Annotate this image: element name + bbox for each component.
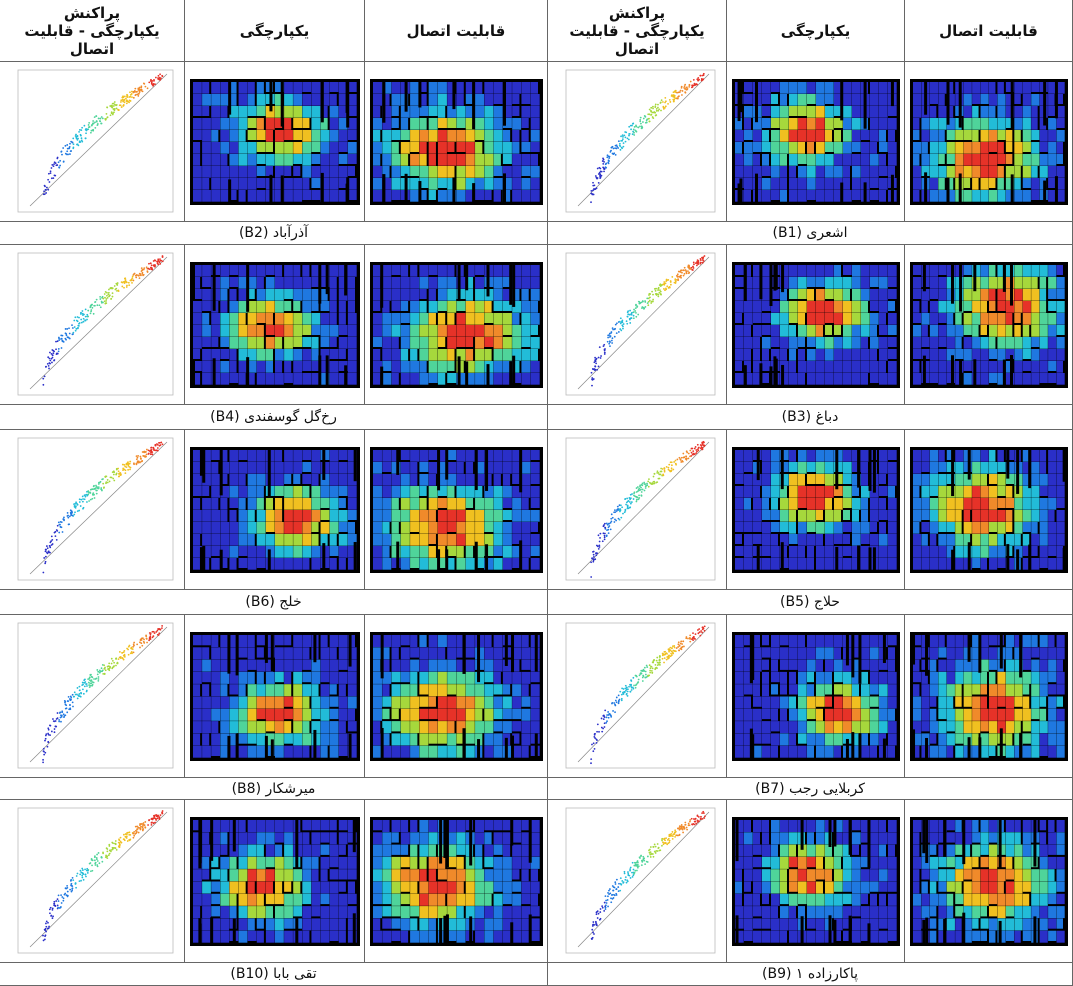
integration-cell	[185, 430, 365, 590]
heatmap-image	[365, 430, 548, 590]
caption: حلاج (B5)	[780, 594, 840, 610]
heatmap-image	[185, 615, 365, 778]
caption-cell: آذرآباد (B2)	[0, 222, 548, 245]
column-header: یکپارچگی	[185, 0, 365, 62]
heatmap-image	[905, 800, 1073, 963]
header-text: یکپارچگی	[240, 22, 309, 40]
caption-cell: پاکارزاده ۱ (B9)	[548, 963, 1073, 986]
header-text: یکپارچگی	[781, 22, 850, 40]
connectivity-cell	[905, 430, 1073, 590]
scatter-cell	[548, 615, 727, 778]
scatter-image	[0, 615, 185, 778]
scatter-image	[0, 62, 185, 222]
caption: اشعری (B1)	[773, 225, 848, 241]
integration-cell	[727, 800, 905, 963]
caption: دباغ (B3)	[782, 409, 839, 425]
scatter-image	[0, 430, 185, 590]
connectivity-cell	[365, 430, 548, 590]
heatmap-image	[727, 615, 905, 778]
heatmap-image	[185, 430, 365, 590]
column-header: قابلیت اتصال	[365, 0, 548, 62]
column-header: پراکنشیکپارچگی - قابلیت اتصال	[0, 0, 185, 62]
heatmap-image	[365, 615, 548, 778]
caption: میرشکار (B8)	[232, 781, 316, 797]
connectivity-cell	[365, 62, 548, 222]
caption-cell: حلاج (B5)	[548, 590, 1073, 615]
scatter-cell	[548, 62, 727, 222]
header-line: یکپارچگی - قابلیت اتصال	[548, 22, 726, 58]
scatter-cell	[0, 615, 185, 778]
scatter-cell	[548, 245, 727, 405]
caption: آذرآباد (B2)	[239, 225, 308, 241]
connectivity-cell	[905, 62, 1073, 222]
heatmap-image	[727, 62, 905, 222]
scatter-cell	[548, 430, 727, 590]
caption-cell: دباغ (B3)	[548, 405, 1073, 430]
caption: تقی بابا (B10)	[230, 966, 316, 982]
header-text: قابلیت اتصال	[939, 22, 1038, 40]
integration-cell	[727, 245, 905, 405]
header-line: پراکنش	[609, 4, 665, 22]
caption-cell: میرشکار (B8)	[0, 778, 548, 800]
scatter-image	[548, 800, 727, 963]
connectivity-cell	[365, 615, 548, 778]
caption-cell: رخ‌گل گوسفندی (B4)	[0, 405, 548, 430]
heatmap-image	[905, 62, 1073, 222]
caption-cell: تقی بابا (B10)	[0, 963, 548, 986]
scatter-cell	[0, 800, 185, 963]
integration-cell	[185, 245, 365, 405]
heatmap-image	[905, 430, 1073, 590]
header-line: یکپارچگی - قابلیت اتصال	[0, 22, 184, 58]
column-header: یکپارچگی	[727, 0, 905, 62]
heatmap-image	[727, 800, 905, 963]
scatter-image	[548, 615, 727, 778]
heatmap-image	[365, 62, 548, 222]
scatter-cell	[0, 62, 185, 222]
integration-cell	[727, 430, 905, 590]
caption: خلج (B6)	[245, 594, 301, 610]
scatter-image	[548, 245, 727, 405]
caption-cell: اشعری (B1)	[548, 222, 1073, 245]
scatter-cell	[0, 430, 185, 590]
heatmap-image	[905, 245, 1073, 405]
heatmap-image	[185, 245, 365, 405]
header-line: پراکنش	[64, 4, 120, 22]
connectivity-cell	[905, 800, 1073, 963]
caption: پاکارزاده ۱ (B9)	[762, 966, 858, 982]
heatmap-image	[905, 615, 1073, 778]
caption-cell: کربلایی رجب (B7)	[548, 778, 1073, 800]
header-text: قابلیت اتصال	[407, 22, 506, 40]
heatmap-image	[727, 245, 905, 405]
integration-cell	[727, 615, 905, 778]
heatmap-image	[185, 800, 365, 963]
figure-table: پراکنشیکپارچگی - قابلیت اتصالیکپارچگیقاب…	[0, 0, 1073, 986]
integration-cell	[727, 62, 905, 222]
column-header: قابلیت اتصال	[905, 0, 1073, 62]
integration-cell	[185, 62, 365, 222]
connectivity-cell	[905, 245, 1073, 405]
heatmap-image	[365, 800, 548, 963]
heatmap-image	[185, 62, 365, 222]
scatter-cell	[548, 800, 727, 963]
scatter-image	[0, 245, 185, 405]
integration-cell	[185, 800, 365, 963]
scatter-image	[548, 430, 727, 590]
scatter-image	[548, 62, 727, 222]
scatter-image	[0, 800, 185, 963]
column-header: پراکنشیکپارچگی - قابلیت اتصال	[548, 0, 727, 62]
heatmap-image	[365, 245, 548, 405]
connectivity-cell	[905, 615, 1073, 778]
caption: رخ‌گل گوسفندی (B4)	[210, 409, 337, 425]
integration-cell	[185, 615, 365, 778]
caption-cell: خلج (B6)	[0, 590, 548, 615]
heatmap-image	[727, 430, 905, 590]
scatter-cell	[0, 245, 185, 405]
connectivity-cell	[365, 245, 548, 405]
connectivity-cell	[365, 800, 548, 963]
caption: کربلایی رجب (B7)	[755, 781, 865, 797]
